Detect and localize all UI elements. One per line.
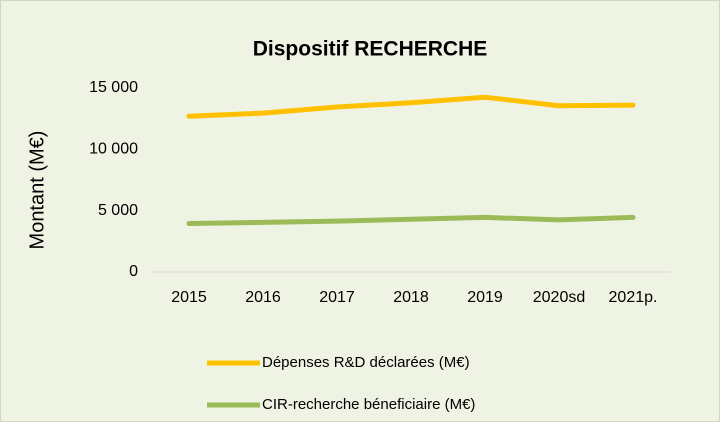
- series-line: [186, 94, 636, 119]
- series-line: [186, 214, 636, 227]
- x-tick-label: 2019: [467, 289, 503, 306]
- y-tick-label: 0: [129, 263, 138, 280]
- chart-title: Dispositif RECHERCHE: [253, 38, 488, 61]
- y-axis-label: Montant (M€): [26, 131, 48, 250]
- legend-label: CIR-recherche béneficiaire (M€): [262, 396, 475, 413]
- x-tick-label: 2021p.: [609, 289, 658, 306]
- y-tick-label: 10 000: [89, 141, 138, 158]
- x-tick-label: 2016: [245, 289, 281, 306]
- x-tick-label: 2017: [319, 289, 355, 306]
- legend-label: Dépenses R&D déclarées (M€): [262, 354, 470, 371]
- x-tick-label: 2020sd: [533, 289, 586, 306]
- y-tick-label: 5 000: [98, 202, 138, 219]
- x-tick-label: 2015: [171, 289, 207, 306]
- y-tick-label: 15 000: [89, 79, 138, 96]
- x-tick-label: 2018: [393, 289, 429, 306]
